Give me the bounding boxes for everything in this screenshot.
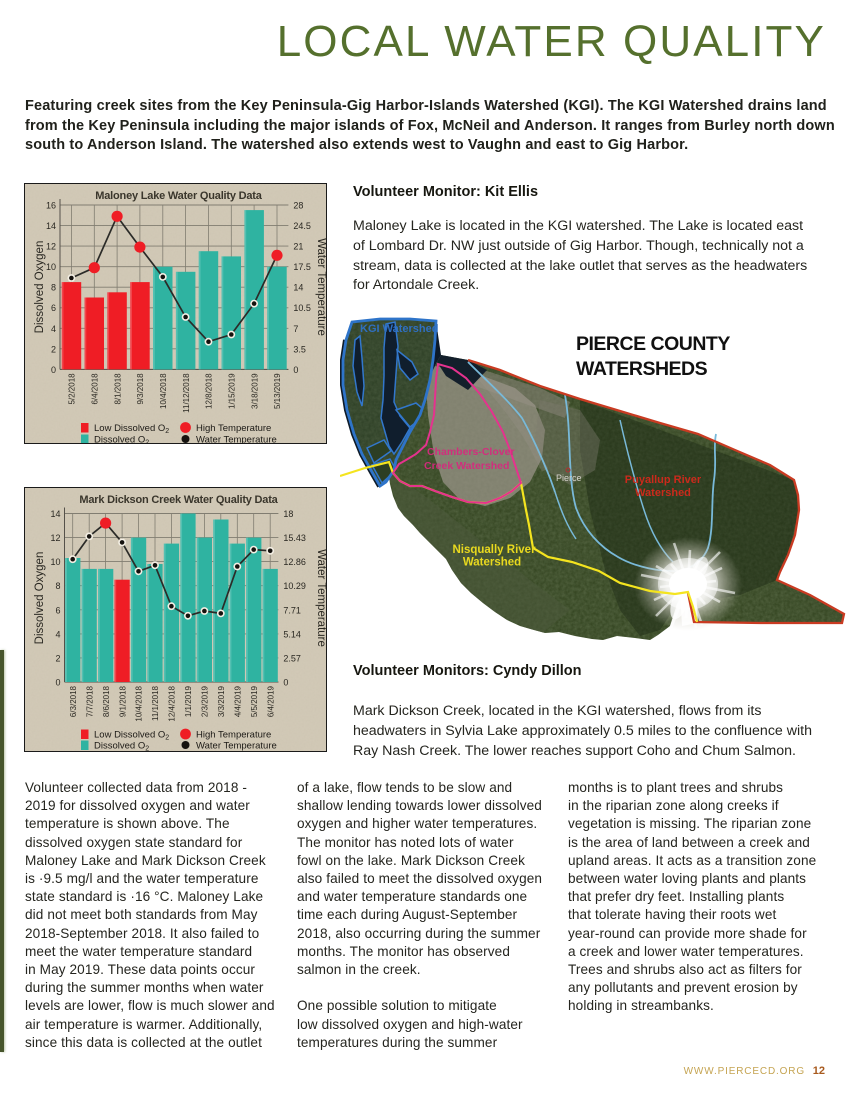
- svg-text:10/4/2018: 10/4/2018: [135, 685, 144, 721]
- svg-text:Water Temperature: Water Temperature: [196, 741, 277, 752]
- svg-text:Nisqually River: Nisqually River: [452, 544, 536, 556]
- svg-text:9/3/2018: 9/3/2018: [136, 373, 145, 405]
- svg-text:17.5: 17.5: [293, 262, 311, 272]
- svg-text:2.57: 2.57: [283, 653, 301, 663]
- svg-text:Water Temperature: Water Temperature: [315, 238, 326, 336]
- svg-text:Water Temperature: Water Temperature: [315, 549, 326, 647]
- svg-text:7.71: 7.71: [283, 605, 301, 615]
- svg-text:10: 10: [50, 557, 60, 567]
- svg-text:11/1/2018: 11/1/2018: [151, 685, 160, 721]
- svg-text:10: 10: [46, 262, 56, 272]
- svg-text:Low Dissolved O2: Low Dissolved O2: [94, 423, 169, 435]
- svg-text:16: 16: [46, 201, 56, 211]
- svg-text:6/3/2018: 6/3/2018: [69, 685, 78, 717]
- svg-text:Maloney Lake Water Quality Dat: Maloney Lake Water Quality Data: [95, 190, 262, 202]
- svg-text:0: 0: [293, 365, 298, 375]
- svg-text:6: 6: [55, 605, 60, 615]
- svg-text:24.5: 24.5: [293, 221, 311, 231]
- svg-text:7: 7: [293, 324, 298, 334]
- svg-text:12/4/2018: 12/4/2018: [168, 685, 177, 721]
- svg-text:6/4/2018: 6/4/2018: [91, 373, 100, 405]
- svg-text:3/3/2019: 3/3/2019: [217, 685, 226, 717]
- svg-text:12: 12: [50, 533, 60, 543]
- svg-text:8/6/2018: 8/6/2018: [102, 685, 111, 717]
- svg-text:3/18/2019: 3/18/2019: [250, 373, 259, 409]
- svg-text:Dissolved Oxygen: Dissolved Oxygen: [34, 552, 46, 645]
- svg-text:Low Dissolved O2: Low Dissolved O2: [94, 730, 169, 742]
- svg-text:Puyallup River: Puyallup River: [625, 474, 702, 486]
- svg-text:Watershed: Watershed: [463, 557, 521, 569]
- svg-text:0: 0: [283, 678, 288, 688]
- svg-text:3.5: 3.5: [293, 344, 306, 354]
- svg-text:21: 21: [293, 242, 303, 252]
- svg-text:2/3/2019: 2/3/2019: [201, 685, 210, 717]
- svg-text:5.14: 5.14: [283, 629, 301, 639]
- svg-text:1/1/2019: 1/1/2019: [184, 685, 193, 717]
- svg-text:5/5/2019: 5/5/2019: [250, 685, 259, 717]
- svg-text:28: 28: [293, 201, 303, 211]
- svg-text:Creek Watershed: Creek Watershed: [424, 460, 509, 472]
- svg-text:18: 18: [283, 509, 293, 519]
- svg-text:11/12/2018: 11/12/2018: [182, 373, 191, 413]
- svg-text:12.86: 12.86: [283, 557, 306, 567]
- svg-text:15.43: 15.43: [283, 533, 306, 543]
- svg-text:10/4/2018: 10/4/2018: [159, 373, 168, 409]
- svg-text:Mark Dickson Creek Water Quali: Mark Dickson Creek Water Quality Data: [79, 494, 278, 506]
- svg-text:10.5: 10.5: [293, 303, 311, 313]
- svg-text:5/13/2019: 5/13/2019: [273, 373, 282, 409]
- svg-text:5/2/2018: 5/2/2018: [68, 373, 77, 405]
- svg-text:0: 0: [51, 365, 56, 375]
- svg-text:8: 8: [51, 283, 56, 293]
- svg-text:7/7/2018: 7/7/2018: [85, 685, 94, 717]
- svg-text:Dissolved O2: Dissolved O2: [94, 741, 149, 752]
- svg-text:12: 12: [46, 242, 56, 252]
- svg-text:12/8/2018: 12/8/2018: [205, 373, 214, 409]
- svg-text:14: 14: [293, 283, 303, 293]
- svg-text:4/4/2019: 4/4/2019: [234, 685, 243, 717]
- svg-text:2: 2: [55, 653, 60, 663]
- svg-text:Pierce: Pierce: [556, 473, 582, 483]
- svg-text:High Temperature: High Temperature: [196, 730, 271, 741]
- svg-text:8/1/2018: 8/1/2018: [113, 373, 122, 405]
- svg-text:Chambers-Clover: Chambers-Clover: [427, 446, 515, 458]
- svg-text:1/15/2019: 1/15/2019: [228, 373, 237, 409]
- svg-text:4: 4: [55, 629, 60, 639]
- svg-text:Water Temperature: Water Temperature: [196, 435, 277, 444]
- svg-text:High Temperature: High Temperature: [196, 423, 271, 434]
- svg-text:0: 0: [55, 678, 60, 688]
- svg-text:6/4/2019: 6/4/2019: [266, 685, 275, 717]
- svg-text:6: 6: [51, 303, 56, 313]
- svg-text:4: 4: [51, 324, 56, 334]
- svg-text:KGI Watershed: KGI Watershed: [360, 323, 438, 335]
- svg-text:Dissolved O2: Dissolved O2: [94, 435, 149, 444]
- svg-text:9/1/2018: 9/1/2018: [118, 685, 127, 717]
- svg-text:10.29: 10.29: [283, 581, 306, 591]
- svg-text:14: 14: [46, 221, 56, 231]
- svg-text:14: 14: [50, 509, 60, 519]
- svg-text:8: 8: [55, 581, 60, 591]
- svg-text:Dissolved Oxygen: Dissolved Oxygen: [34, 241, 46, 334]
- svg-text:2: 2: [51, 344, 56, 354]
- svg-text:Watershed: Watershed: [635, 487, 691, 499]
